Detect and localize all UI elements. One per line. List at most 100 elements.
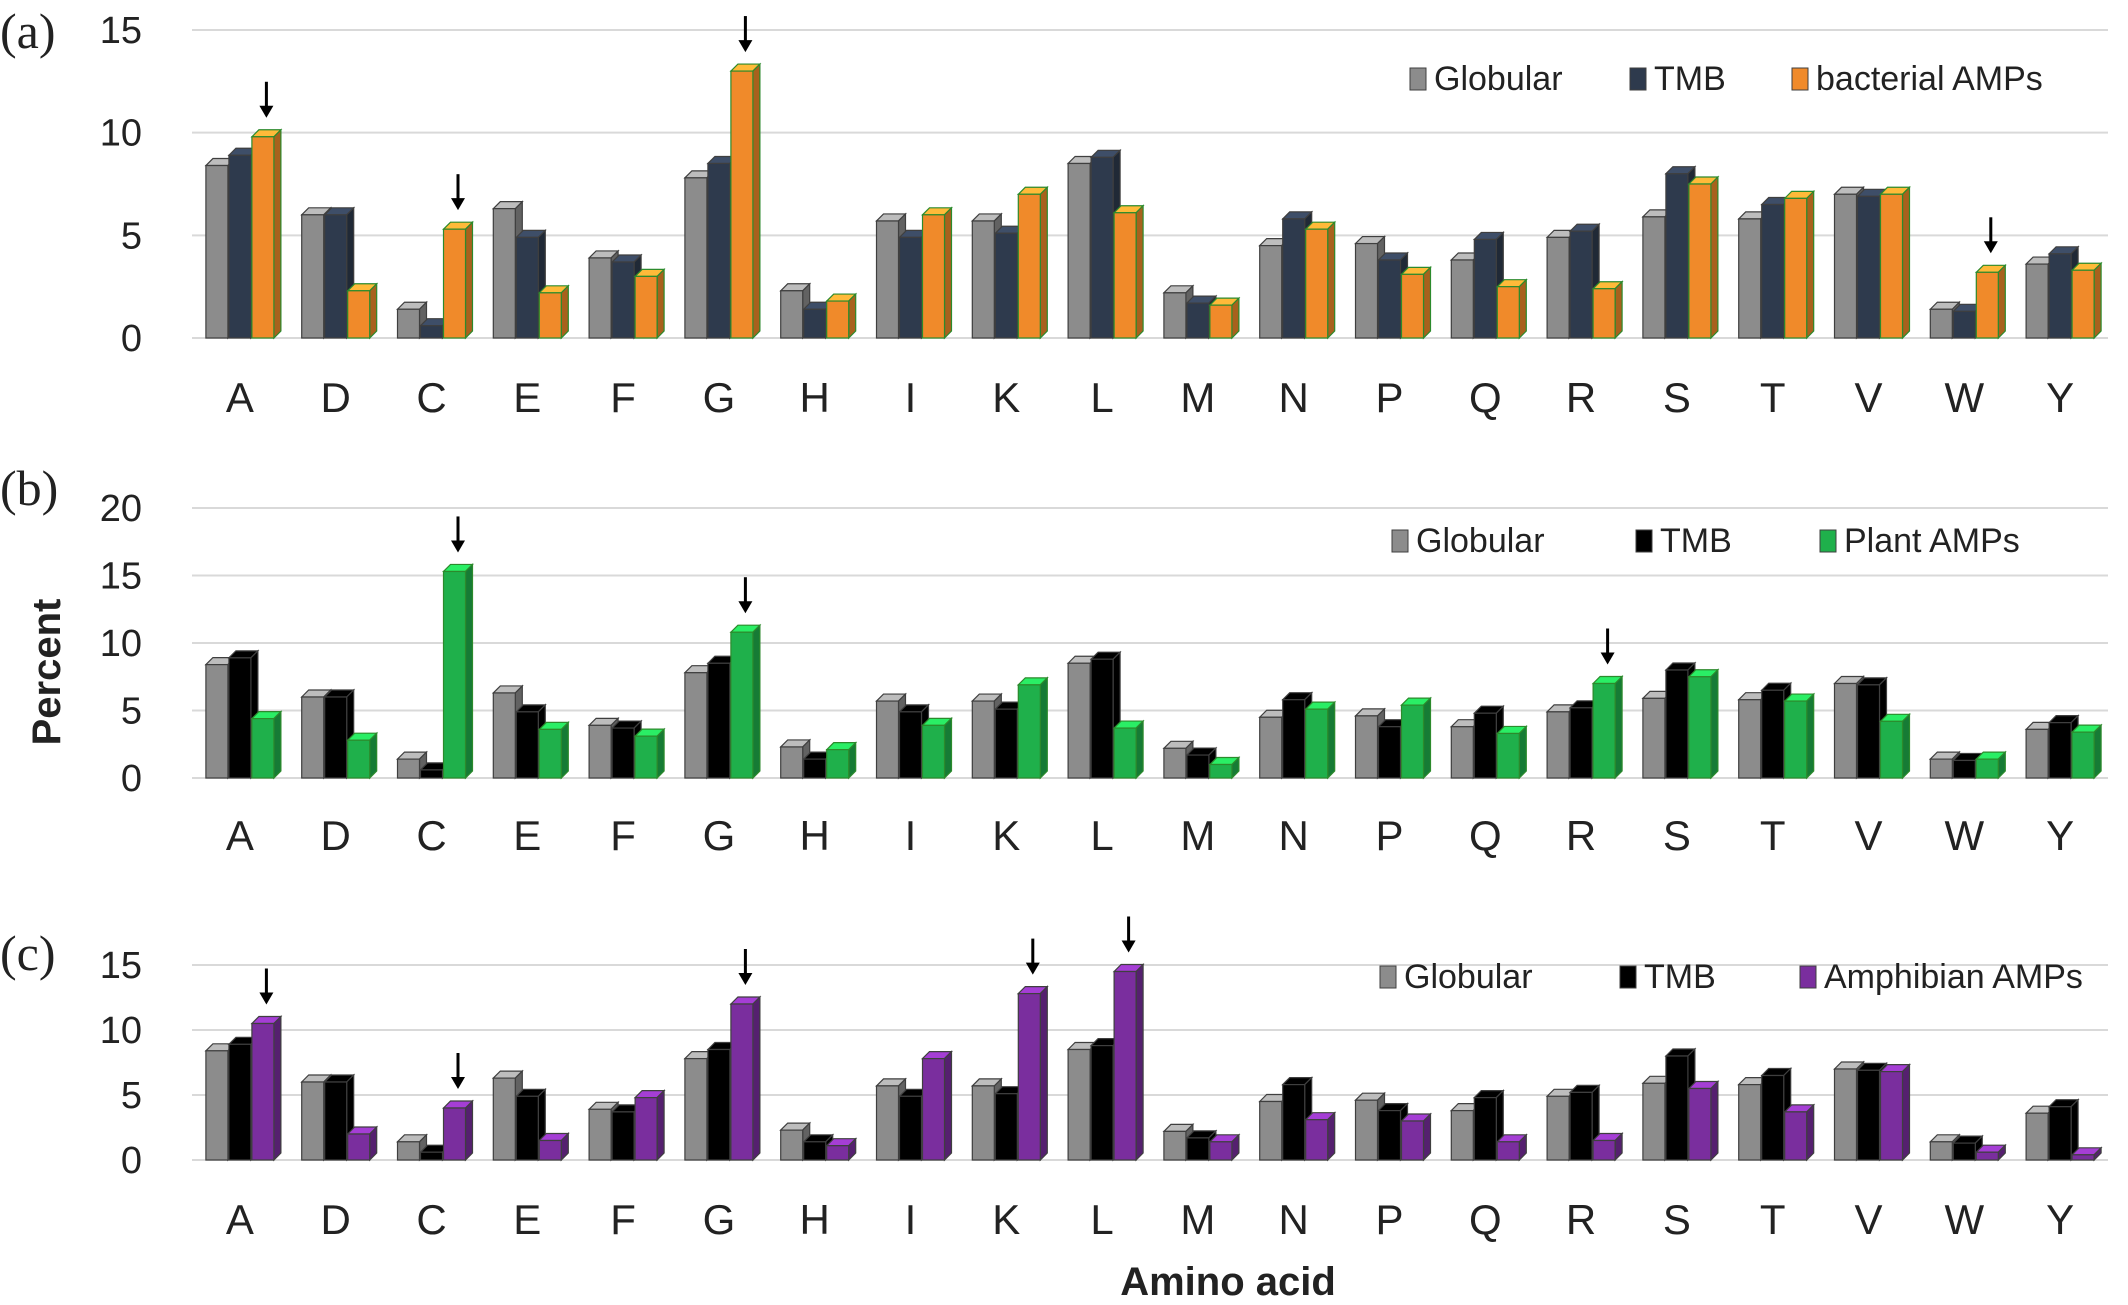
bar-side-face [1614,675,1623,780]
bar-globular-R [1546,1095,1570,1161]
legend-label: TMB [1660,522,1732,560]
bar-side-face [943,1050,953,1162]
bar-plant-amps-W [1975,758,1999,779]
bar-globular-V [1833,682,1858,779]
bar-amphibian-amps-H [826,1145,850,1161]
x-tick-label: S [1663,1196,1691,1243]
y-tick-label: 5 [121,215,142,257]
bar-bacterial-amps-D [347,290,371,339]
x-tick-label: L [1090,1196,1113,1243]
x-tick-label: H [800,812,830,859]
legend-swatch-tmb [1619,965,1637,989]
bar-bacterial-amps-V [1879,193,1904,339]
bar-tmb-V [1856,195,1881,339]
bar-tmb-A [228,657,252,779]
bar-side-face [1327,700,1336,780]
bar-globular-D [301,1081,325,1161]
bar-globular-E [492,208,516,339]
y-axis-title: Percent [25,599,69,746]
bar-globular-N [1259,1100,1283,1161]
bar-tmb-L [1090,156,1114,339]
bar-globular-W [1929,758,1953,779]
bar-globular-E [492,692,516,779]
bar-bacterial-amps-C [442,228,467,339]
bar-side-face [1710,175,1719,340]
bar-globular-I [875,1085,900,1161]
bar-plant-amps-F [634,735,658,779]
bar-tmb-R [1569,1091,1593,1161]
bar-tmb-N [1282,218,1306,339]
bar-tmb-E [515,1095,539,1161]
bar-bacterial-amps-R [1592,288,1616,339]
x-tick-label: F [610,374,636,421]
bar-bacterial-amps-I [921,214,946,339]
bar-side-face [656,267,665,340]
x-tick-label: C [416,1196,446,1243]
bar-side-face [943,716,953,780]
bar-tmb-E [515,236,539,339]
bar-tmb-A [228,1043,252,1161]
highlight-arrow-head [738,40,753,53]
x-tick-label: L [1090,374,1113,421]
bar-globular-P [1354,1099,1379,1161]
bar-tmb-G [707,162,731,339]
bar-amphibian-amps-S [1688,1087,1712,1161]
bar-tmb-P [1377,726,1402,779]
bar-globular-C [396,308,421,339]
x-tick-label: R [1566,812,1596,859]
x-tick-label: A [226,1196,254,1243]
x-tick-label: G [703,812,736,859]
x-tick-label: I [905,1196,917,1243]
bar-globular-H [780,1129,804,1161]
x-tick-label: W [1944,812,1984,859]
bar-tmb-I [898,1095,923,1161]
x-tick-label: P [1375,812,1403,859]
bar-plant-amps-C [442,570,467,779]
bar-amphibian-amps-D [347,1133,371,1161]
bar-side-face [1327,220,1336,340]
x-tick-label: T [1760,1196,1786,1243]
bar-tmb-P [1377,259,1402,339]
x-tick-label: V [1854,812,1882,859]
bar-globular-M [1163,1130,1187,1161]
bar-plant-amps-I [921,724,946,779]
bar-globular-F [588,257,612,339]
legend-swatch-amphibian-amps [1799,965,1817,989]
bar-plant-amps-Y [2071,731,2095,779]
bar-globular-A [205,1050,229,1161]
bar-globular-Q [1450,726,1474,779]
bar-amphibian-amps-M [1209,1141,1233,1161]
bar-amphibian-amps-C [442,1107,467,1161]
bar-side-face [1997,263,2006,340]
bar-side-face [369,282,378,340]
x-tick-label: S [1663,812,1691,859]
x-tick-label: Y [2046,812,2074,859]
bar-bacterial-amps-A [251,136,275,339]
bar-globular-C [396,1141,421,1161]
bar-globular-R [1546,711,1570,779]
y-tick-label: 15 [100,10,142,52]
bar-side-face [752,62,761,340]
legend-label: Plant AMPs [1844,522,2020,560]
highlight-arrow-head [1600,652,1615,665]
x-tick-label: M [1180,374,1215,421]
bar-tmb-P [1377,1109,1402,1161]
bar-globular-K [971,700,995,779]
x-tick-label: M [1180,1196,1215,1243]
bar-amphibian-amps-F [634,1096,658,1161]
highlight-arrow-head [259,992,274,1005]
bar-side-face [273,1015,282,1162]
x-tick-label: P [1375,374,1403,421]
bar-globular-T [1738,218,1762,339]
bar-side-face [1710,668,1719,780]
bar-side-face [1039,185,1048,340]
bar-side-face [2093,261,2102,340]
x-tick-label: F [610,1196,636,1243]
bar-tmb-S [1665,173,1689,339]
bar-amphibian-amps-R [1592,1139,1616,1161]
bar-amphibian-amps-T [1784,1111,1808,1161]
highlight-arrow-head [451,198,465,211]
y-tick-label: 5 [121,1075,142,1117]
bar-tmb-Q [1473,238,1497,339]
x-tick-label: T [1760,374,1786,421]
